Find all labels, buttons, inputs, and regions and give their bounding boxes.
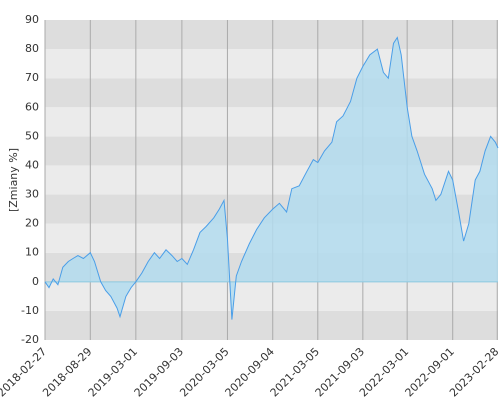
- y-tick-label: 30: [25, 188, 39, 201]
- y-tick-label: -10: [21, 304, 39, 317]
- grid-band: [45, 20, 498, 50]
- y-tick-label: 60: [25, 100, 39, 113]
- y-tick-label: -20: [21, 333, 39, 346]
- grid-band: [45, 49, 498, 79]
- y-tick-label: 20: [25, 217, 39, 230]
- grid-band: [45, 78, 498, 108]
- y-axis-label: [Zmiany %]: [7, 148, 20, 212]
- y-tick-label: 0: [32, 275, 39, 288]
- y-tick-label: 90: [25, 13, 39, 26]
- y-tick-label: 50: [25, 129, 39, 142]
- y-tick-label: 10: [25, 246, 39, 259]
- y-tick-label: 40: [25, 158, 39, 171]
- area: [45, 37, 498, 320]
- y-tick-label: 70: [25, 71, 39, 84]
- grid-band: [45, 136, 498, 166]
- line: [44, 36, 499, 320]
- grid-band: [45, 310, 498, 340]
- y-tick-label: 80: [25, 42, 39, 55]
- grid-band: [45, 107, 498, 137]
